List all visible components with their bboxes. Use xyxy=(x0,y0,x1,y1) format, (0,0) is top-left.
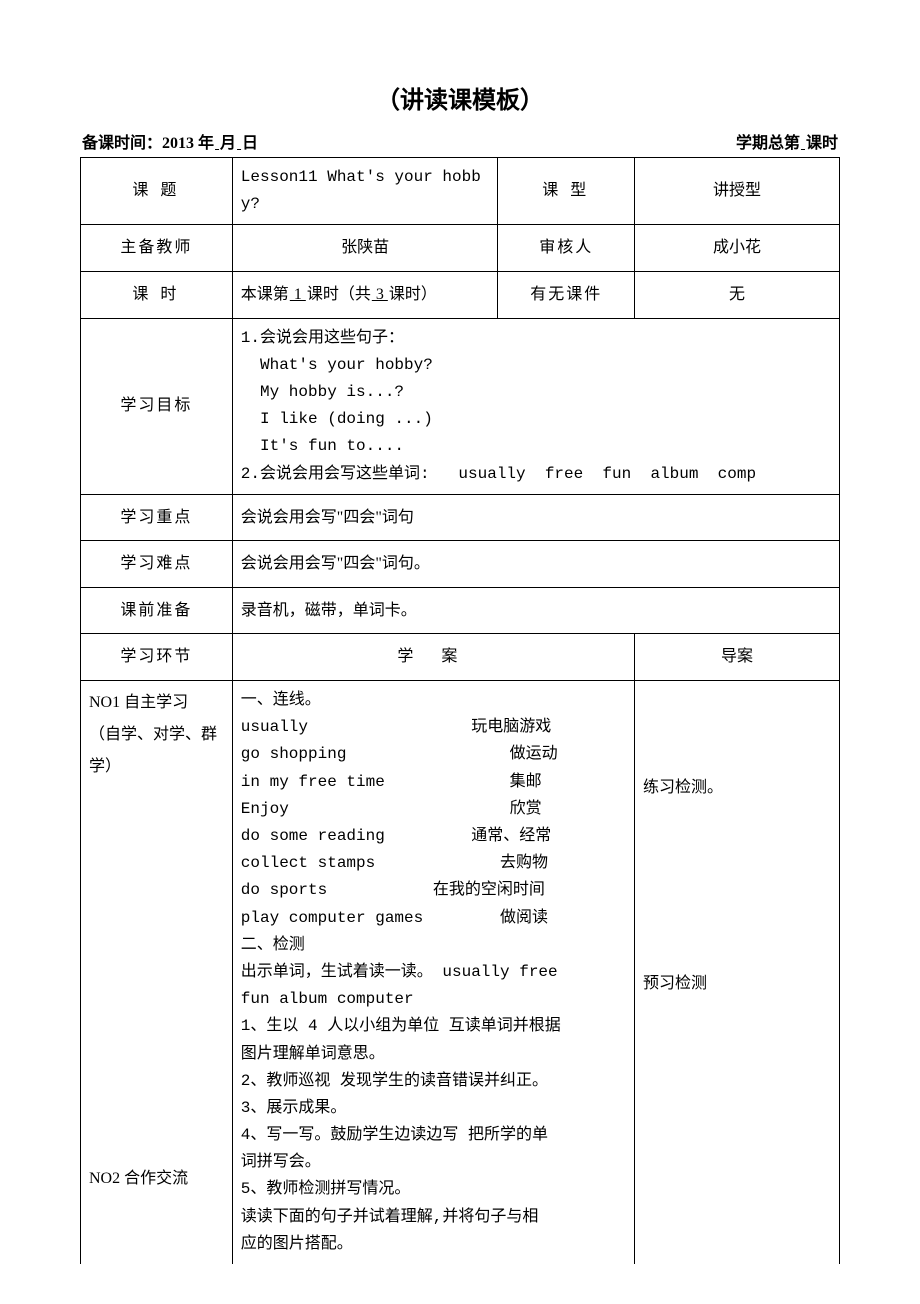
stage-no1-title: NO1 自主学习 xyxy=(89,687,224,719)
plan-line: play computer games 做阅读 xyxy=(241,905,626,932)
plan-line: 出示单词，生试着读一读。 usually free xyxy=(241,959,626,986)
row-teacher-value: 张陕苗 xyxy=(232,225,498,272)
stage-no2-title: NO2 合作交流 xyxy=(89,1163,224,1195)
stage-cell: NO1 自主学习 （自学、对学、群学） NO2 合作交流 xyxy=(81,681,233,1264)
guide-cell: 练习检测。 预习检测 xyxy=(635,681,840,1264)
guide-part1: 练习检测。 xyxy=(643,775,831,801)
meta-left-label: 备课时间： xyxy=(82,135,162,152)
row-keypoint-label: 学习重点 xyxy=(81,494,233,541)
meta-row: 备课时间：2013 年 月 日 学期总第 课时 xyxy=(80,129,840,157)
meta-right-blank xyxy=(801,135,805,152)
plan-line: usually 玩电脑游戏 xyxy=(241,714,626,741)
plan-line: fun album computer xyxy=(241,986,626,1013)
objective-line-4: It's fun to.... xyxy=(241,433,831,460)
row-period-value: 本课第 1 课时（共 3 课时） xyxy=(232,271,498,318)
page-title: （讲读课模板） xyxy=(80,80,840,115)
objective-line-3: I like (doing ...) xyxy=(241,406,831,433)
row-period-label: 课 时 xyxy=(81,271,233,318)
plan-line: 2、教师巡视 发现学生的读音错误并纠正。 xyxy=(241,1068,626,1095)
row-prepare-label: 课前准备 xyxy=(81,587,233,634)
plan-line: 应的图片搭配。 xyxy=(241,1231,626,1258)
meta-month-blank xyxy=(215,135,219,152)
plan-line: 1、生以 4 人以小组为单位 互读单词并根据 xyxy=(241,1013,626,1040)
meta-day-suffix: 日 xyxy=(242,135,258,152)
plan-line: in my free time 集邮 xyxy=(241,769,626,796)
row-prepare-value: 录音机，磁带，单词卡。 xyxy=(232,587,839,634)
meta-month-suffix: 月 xyxy=(220,135,236,152)
plan-cell: 一、连线。 usually 玩电脑游戏 go shopping 做运动 in m… xyxy=(232,681,634,1264)
meta-year: 2013 年 xyxy=(162,135,214,152)
stage-no1-sub: （自学、对学、群学） xyxy=(89,719,224,783)
row-topic-value: Lesson11 What's your hobby? xyxy=(232,158,498,225)
plan-line: collect stamps 去购物 xyxy=(241,850,626,877)
row-topic-label: 课 题 xyxy=(81,158,233,225)
hdr-stage: 学习环节 xyxy=(81,634,233,681)
row-reviewer-label: 审核人 xyxy=(498,225,635,272)
objective-line-1: What's your hobby? xyxy=(241,352,831,379)
plan-line: 二、检测 xyxy=(241,932,626,959)
plan-line: 3、展示成果。 xyxy=(241,1095,626,1122)
plan-line: go shopping 做运动 xyxy=(241,741,626,768)
plan-line: 一、连线。 xyxy=(241,687,626,714)
meta-left: 备课时间：2013 年 月 日 xyxy=(82,129,258,153)
objective-line-0: 1.会说会用这些句子： xyxy=(241,325,831,352)
plan-line: Enjoy 欣赏 xyxy=(241,796,626,823)
hdr-guide: 导案 xyxy=(635,634,840,681)
row-reviewer-value: 成小花 xyxy=(635,225,840,272)
guide-part2: 预习检测 xyxy=(643,971,831,997)
meta-day-blank xyxy=(237,135,241,152)
row-difficult-label: 学习难点 xyxy=(81,541,233,588)
row-keypoint-value: 会说会用会写"四会"词句 xyxy=(232,494,839,541)
objective-line-5: 2.会说会用会写这些单词: usually free fun album com… xyxy=(241,461,831,488)
objective-line-2: My hobby is...? xyxy=(241,379,831,406)
row-teacher-label: 主备教师 xyxy=(81,225,233,272)
meta-right: 学期总第 课时 xyxy=(736,129,838,153)
row-objective-value: 1.会说会用这些句子： What's your hobby? My hobby … xyxy=(232,318,839,494)
row-ppt-value: 无 xyxy=(635,271,840,318)
plan-line: 词拼写会。 xyxy=(241,1149,626,1176)
hdr-plan: 学 案 xyxy=(232,634,634,681)
meta-right-prefix: 学期总第 xyxy=(736,135,800,152)
plan-line: 4、写一写。鼓励学生边读边写 把所学的单 xyxy=(241,1122,626,1149)
row-type-value: 讲授型 xyxy=(635,158,840,225)
plan-line: 5、教师检测拼写情况。 xyxy=(241,1176,626,1203)
plan-line: do some reading 通常、经常 xyxy=(241,823,626,850)
row-objective-label: 学习目标 xyxy=(81,318,233,494)
row-type-label: 课 型 xyxy=(498,158,635,225)
lesson-plan-table: 课 题 Lesson11 What's your hobby? 课 型 讲授型 … xyxy=(80,157,840,1264)
plan-line: 读读下面的句子并试着理解,并将句子与相 xyxy=(241,1204,626,1231)
row-difficult-value: 会说会用会写"四会"词句。 xyxy=(232,541,839,588)
meta-right-suffix: 课时 xyxy=(806,135,838,152)
row-ppt-label: 有无课件 xyxy=(498,271,635,318)
plan-line: 图片理解单词意思。 xyxy=(241,1041,626,1068)
plan-line: do sports 在我的空闲时间 xyxy=(241,877,626,904)
